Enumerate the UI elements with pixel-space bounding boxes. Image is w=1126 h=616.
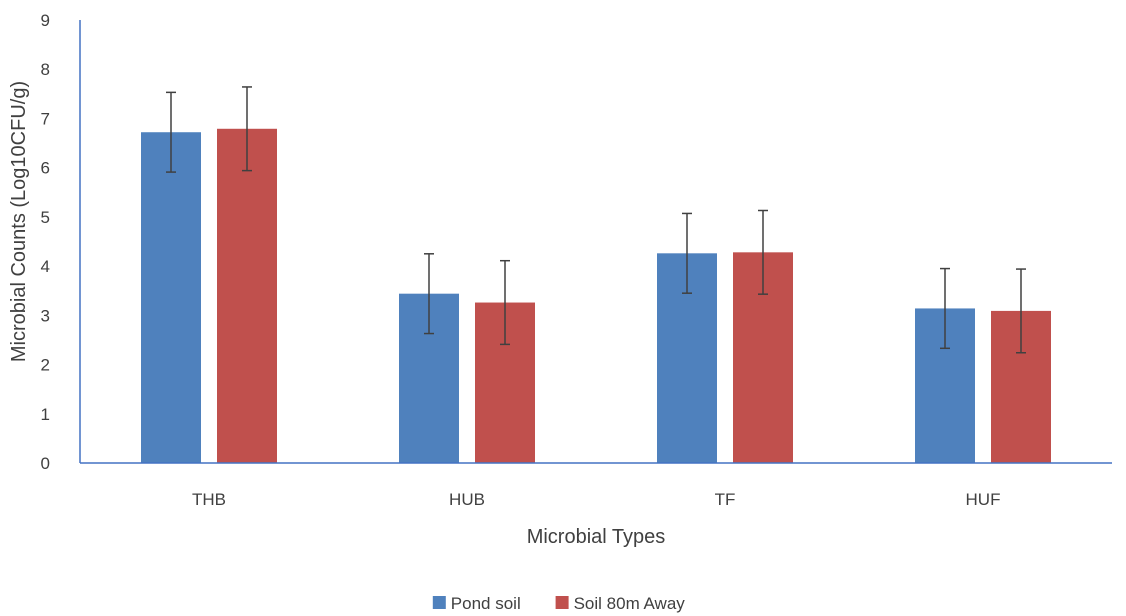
legend-item: Pond soil <box>432 594 521 613</box>
bars <box>141 128 1051 463</box>
y-tick-label: 5 <box>41 208 50 227</box>
x-tick-label: TF <box>715 490 736 509</box>
error-bar <box>242 86 252 172</box>
error-bar <box>500 259 510 346</box>
x-axis-title: Microbial Types <box>527 526 666 548</box>
y-tick-label: 7 <box>41 109 50 128</box>
error-bar <box>1016 268 1026 354</box>
y-tick-label: 4 <box>41 257 50 276</box>
bar <box>141 132 201 463</box>
y-tick-label: 0 <box>41 454 50 473</box>
x-tick-label: THB <box>192 490 226 509</box>
y-axis-ticks: 0 1 2 3 4 5 6 7 8 9 <box>41 11 50 473</box>
error-bar <box>682 212 692 294</box>
y-tick-label: 3 <box>41 306 50 325</box>
y-tick-label: 2 <box>41 356 50 375</box>
x-axis-ticks: THB HUB TF HUF <box>192 490 1000 509</box>
error-bar <box>424 253 434 335</box>
error-bars <box>166 86 1026 354</box>
legend: Pond soil Soil 80m Away <box>432 594 686 613</box>
error-bar <box>940 267 950 350</box>
legend-label: Pond soil <box>451 594 521 613</box>
x-tick-label: HUF <box>966 490 1001 509</box>
legend-swatch <box>555 596 569 609</box>
error-bar <box>166 91 176 173</box>
legend-label: Soil 80m Away <box>574 594 686 613</box>
x-tick-label: HUB <box>449 490 485 509</box>
y-tick-label: 9 <box>41 11 50 30</box>
legend-swatch <box>432 596 446 609</box>
legend-item: Soil 80m Away <box>555 594 686 613</box>
y-axis-title: Microbial Counts (Log10CFU/g) <box>8 81 30 362</box>
y-tick-label: 8 <box>41 60 50 79</box>
y-tick-label: 1 <box>41 405 50 424</box>
error-bar <box>758 209 768 295</box>
bar <box>217 128 277 463</box>
y-tick-label: 6 <box>41 159 50 178</box>
